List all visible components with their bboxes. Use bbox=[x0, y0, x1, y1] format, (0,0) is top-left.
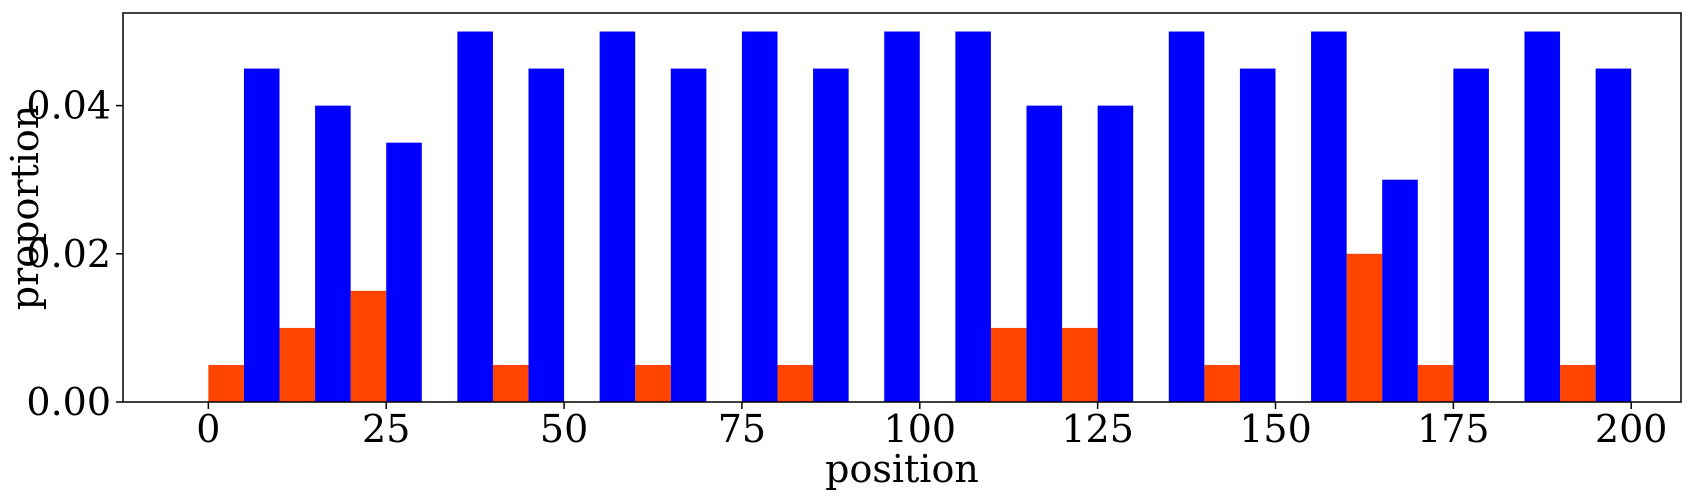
bar-series-0-x-62.5 bbox=[635, 364, 671, 402]
bar-series-0-x-82.5 bbox=[777, 364, 814, 402]
bar-series-1-x-107.5 bbox=[955, 31, 991, 403]
bar-series-0-x-22.5 bbox=[350, 290, 387, 402]
bar-series-1-x-77.5 bbox=[741, 31, 778, 403]
bar-series-1-x-127.5 bbox=[1097, 105, 1134, 402]
bar-series-1-x-197.5 bbox=[1595, 68, 1632, 403]
bar-series-1-x-67.5 bbox=[670, 68, 707, 403]
bar-series-1-x-37.5 bbox=[457, 31, 493, 403]
y-tick-label: 0.04 bbox=[26, 84, 111, 128]
bar-series-1-x-187.5 bbox=[1524, 31, 1561, 403]
y-axis-ticks: 0.00 0.02 0.04 bbox=[26, 84, 123, 424]
bar-series-1-x-97.5 bbox=[884, 31, 920, 403]
bar-series-1-x-17.5 bbox=[315, 105, 351, 402]
bar-series-0-x-192.5 bbox=[1560, 364, 1596, 402]
bar-series-1-x-87.5 bbox=[813, 68, 849, 403]
x-tick-label: 50 bbox=[540, 407, 588, 451]
bar-series-0-x-122.5 bbox=[1062, 327, 1098, 402]
x-tick-label: 175 bbox=[1417, 407, 1490, 451]
bar-series-1-x-117.5 bbox=[1026, 105, 1063, 402]
y-tick-label: 0.02 bbox=[26, 232, 111, 276]
x-axis-ticks: 0 25 50 75 100 125 150 175 200 bbox=[196, 402, 1667, 451]
bar-series-1-x-7.5 bbox=[243, 68, 280, 403]
bar-series-0-x-112.5 bbox=[990, 327, 1027, 402]
bar-series-0-x-162.5 bbox=[1346, 253, 1383, 402]
bar-series-1-x-177.5 bbox=[1453, 68, 1489, 403]
x-tick-label: 200 bbox=[1595, 407, 1668, 451]
bar-series-0-x-172.5 bbox=[1417, 364, 1454, 402]
x-tick-label: 0 bbox=[196, 407, 220, 451]
bar-series-0-x-12.5 bbox=[279, 327, 316, 402]
x-tick-label: 100 bbox=[884, 407, 957, 451]
bar-series-0-x-42.5 bbox=[492, 364, 529, 402]
bar-series-1-x-137.5 bbox=[1168, 31, 1205, 403]
bar-series-1-x-147.5 bbox=[1239, 68, 1276, 403]
bar-series-1-x-167.5 bbox=[1382, 179, 1418, 402]
bar-series-1-x-157.5 bbox=[1311, 31, 1347, 403]
x-tick-label: 125 bbox=[1061, 407, 1134, 451]
bar-series-0-x-142.5 bbox=[1204, 364, 1240, 402]
plot-frame bbox=[122, 12, 1682, 403]
x-tick-label: 150 bbox=[1239, 407, 1312, 451]
bar-series-0-x-2.5 bbox=[208, 364, 244, 402]
y-axis-label: proportion bbox=[3, 105, 47, 311]
bar-series-1-x-47.5 bbox=[528, 68, 565, 403]
bar-series-1-x-27.5 bbox=[386, 142, 422, 402]
y-tick-label: 0.00 bbox=[26, 380, 111, 424]
x-axis-label: position bbox=[825, 447, 979, 491]
x-tick-label: 25 bbox=[362, 407, 410, 451]
x-tick-label: 75 bbox=[718, 407, 766, 451]
bar-series-1-x-57.5 bbox=[599, 31, 636, 403]
bars-layer bbox=[208, 31, 1632, 403]
